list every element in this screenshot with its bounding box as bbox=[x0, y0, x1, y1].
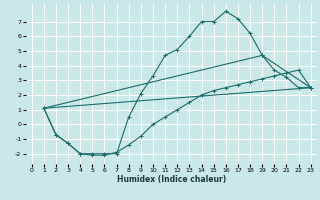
X-axis label: Humidex (Indice chaleur): Humidex (Indice chaleur) bbox=[116, 175, 226, 184]
